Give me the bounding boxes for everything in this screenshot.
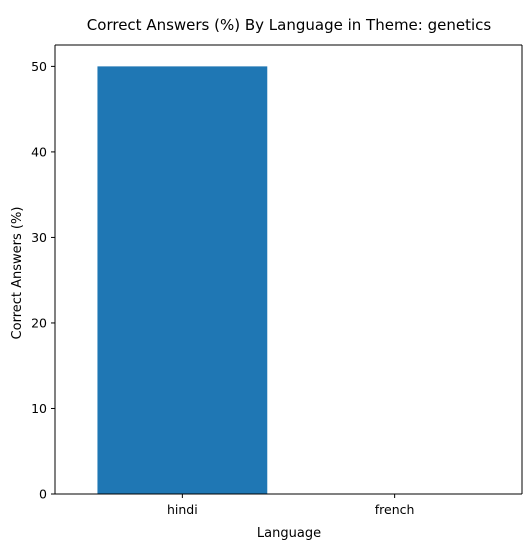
y-tick-label: 30 — [31, 230, 47, 245]
x-tick-label-french: french — [375, 502, 415, 517]
y-tick-label: 50 — [31, 59, 47, 74]
chart-title: Correct Answers (%) By Language in Theme… — [87, 16, 492, 34]
bar-hindi — [97, 66, 268, 494]
y-axis-ticks: 0 10 20 30 40 50 — [31, 59, 55, 502]
y-tick-label: 0 — [39, 487, 47, 502]
bars — [97, 66, 268, 494]
x-axis-ticks: hindi french — [167, 494, 414, 517]
x-tick-label-hindi: hindi — [167, 502, 198, 517]
x-axis-title: Language — [257, 526, 321, 541]
y-tick-label: 20 — [31, 315, 47, 330]
y-tick-label: 40 — [31, 144, 47, 159]
axes — [54, 44, 523, 495]
y-axis-title: Correct Answers (%) — [10, 207, 25, 340]
y-tick-label: 10 — [31, 401, 47, 416]
